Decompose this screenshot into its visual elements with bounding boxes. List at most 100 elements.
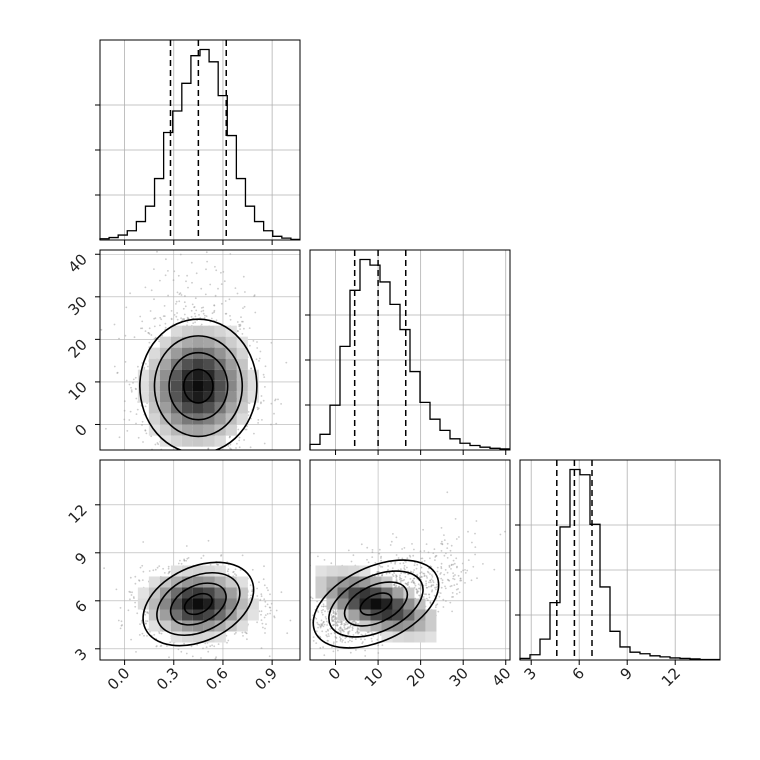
scatter-point: [248, 402, 251, 405]
density-cell: [214, 369, 226, 381]
scatter-point: [322, 621, 325, 623]
scatter-point: [258, 581, 260, 583]
scatter-point: [332, 643, 335, 645]
scatter-point: [320, 609, 323, 612]
contour-3: [156, 571, 241, 637]
histogram-panel-3: [515, 460, 720, 661]
scatter-point: [262, 399, 265, 402]
scatter-point: [153, 268, 155, 270]
scatter-point: [160, 632, 163, 635]
scatter-point: [123, 400, 126, 403]
scatter-point: [187, 557, 190, 559]
density-cell: [192, 402, 204, 414]
scatter-point: [435, 586, 438, 589]
density-cell: [181, 631, 193, 643]
scatter-point: [243, 327, 245, 330]
scatter-point: [362, 641, 364, 643]
density-cell: [181, 347, 193, 359]
density-cell: [148, 609, 160, 621]
scatter-point: [337, 628, 340, 631]
scatter-point: [411, 543, 413, 545]
scatter-panel-1-2: [100, 250, 300, 463]
scatter-point: [412, 571, 415, 574]
scatter-point: [150, 452, 152, 454]
scatter-point: [360, 633, 363, 636]
density-cell: [159, 369, 171, 381]
scatter-point: [321, 613, 324, 616]
scatter-point: [192, 322, 195, 324]
scatter-point: [355, 631, 357, 634]
scatter-point: [184, 295, 186, 297]
scatter-point: [204, 642, 207, 645]
density-cell: [214, 347, 226, 359]
density-cell: [192, 598, 204, 610]
scatter-point: [176, 291, 179, 294]
scatter-point: [269, 612, 271, 615]
scatter-point: [216, 563, 219, 566]
scatter-point: [169, 451, 171, 453]
scatter-point: [164, 326, 167, 329]
scatter-point: [128, 419, 131, 421]
scatter-point: [315, 617, 318, 620]
scatter-point: [401, 548, 403, 550]
scatter-point: [450, 564, 453, 566]
scatter-point: [173, 314, 176, 316]
scatter-point: [442, 598, 445, 601]
scatter-point: [167, 294, 170, 297]
density-cell: [203, 587, 215, 599]
scatter-point: [305, 607, 307, 609]
scatter-point: [436, 570, 439, 573]
scatter-point: [414, 584, 417, 587]
density-cell: [148, 402, 160, 414]
scatter-point: [178, 300, 181, 303]
scatter-point: [266, 587, 268, 589]
scatter-point: [186, 274, 189, 277]
scatter-frame-1-2: [99, 249, 301, 451]
scatter-point: [371, 640, 373, 643]
scatter-point: [148, 327, 151, 330]
scatter-point: [226, 641, 228, 644]
scatter-point: [214, 657, 217, 660]
scatter-point: [227, 573, 230, 576]
scatter-point: [152, 569, 155, 572]
density-cell: [225, 380, 237, 392]
scatter-point: [235, 447, 237, 449]
scatter-point: [158, 565, 161, 567]
scatter-point: [179, 559, 181, 562]
scatter-point: [197, 461, 199, 463]
scatter-point: [229, 447, 231, 450]
scatter-point: [202, 312, 205, 315]
scatter-point: [434, 559, 436, 561]
scatter-point: [191, 455, 193, 457]
scatter-point: [148, 570, 151, 572]
scatter-point: [326, 628, 329, 631]
scatter-point: [243, 305, 246, 308]
scatter-point: [380, 557, 382, 559]
density-cell: [236, 598, 248, 610]
scatter-point: [134, 376, 137, 379]
scatter-point: [364, 655, 367, 657]
scatter-point: [165, 258, 167, 261]
scatter-point: [427, 551, 430, 554]
density-cell: [159, 609, 171, 621]
scatter-point: [129, 576, 132, 579]
scatter-point: [298, 622, 300, 624]
scatter-point: [367, 561, 370, 564]
scatter-point: [419, 550, 422, 553]
density-cell: [137, 587, 149, 599]
density-cell: [225, 620, 237, 632]
scatter-point: [195, 461, 197, 463]
scatter-point: [335, 640, 338, 643]
density-cell: [170, 325, 182, 337]
scatter-point: [143, 366, 146, 369]
scatter-point: [301, 638, 303, 640]
scatter-point: [135, 413, 138, 415]
scatter-point: [198, 314, 200, 316]
scatter-point: [169, 570, 171, 573]
scatter-point: [431, 589, 434, 592]
scatter-point: [431, 576, 434, 578]
contour-1: [182, 368, 214, 404]
scatter-point: [190, 645, 193, 648]
scatter-point: [180, 562, 183, 565]
scatter-point: [209, 645, 212, 648]
